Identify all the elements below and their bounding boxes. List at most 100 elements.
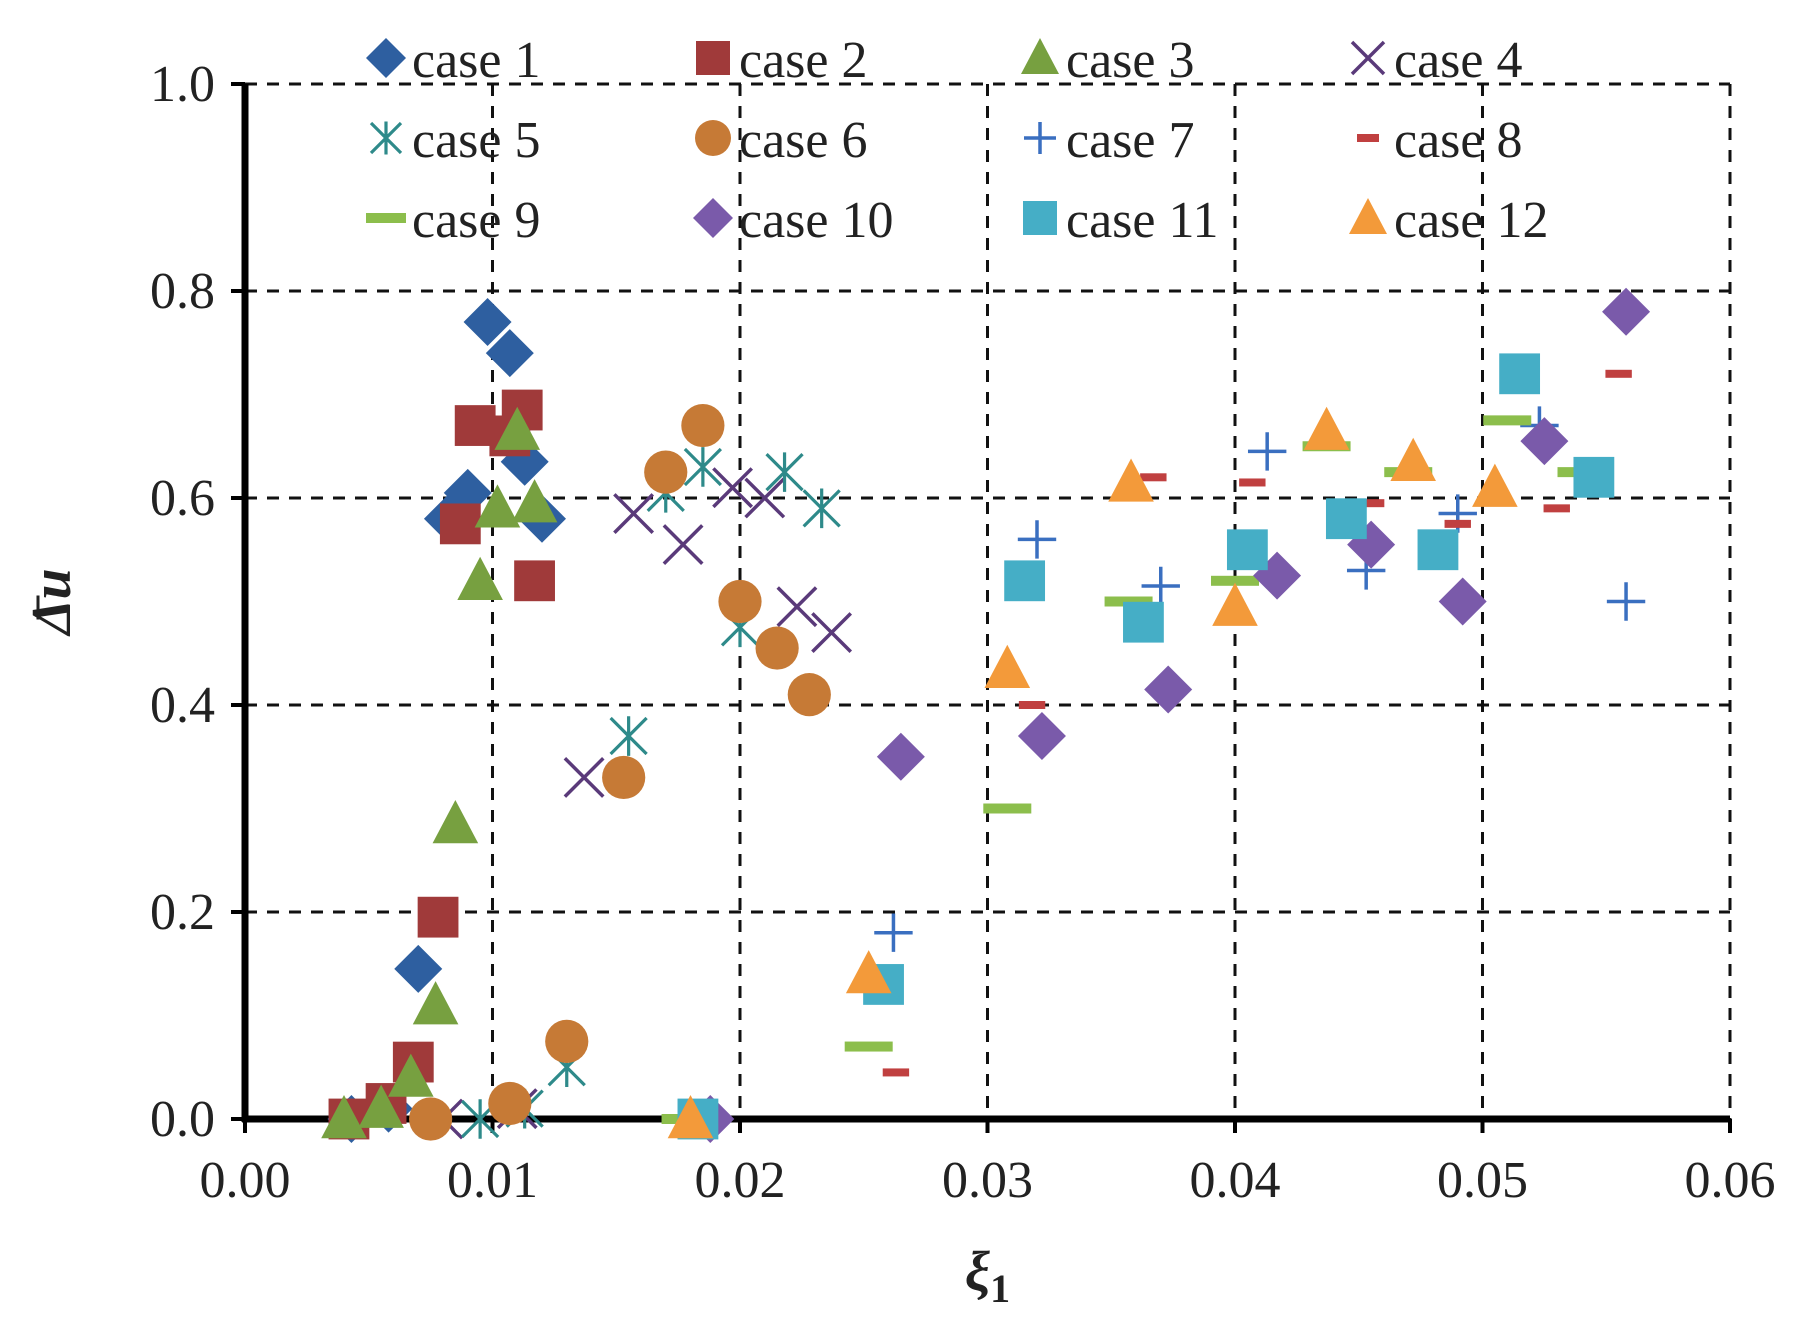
data-point xyxy=(1417,529,1459,571)
data-point xyxy=(613,493,655,534)
data-point xyxy=(882,1068,910,1077)
x-tick-label: 0.03 xyxy=(942,1152,1033,1209)
legend-item: case 12 xyxy=(1349,192,1548,249)
series-10 xyxy=(686,287,1651,1143)
data-point xyxy=(1606,582,1646,621)
data-point xyxy=(844,1041,893,1052)
data-point xyxy=(1239,478,1266,487)
legend: case 1 case 2 case 3 case 4 case 5 case 6 case… xyxy=(366,32,1548,249)
x-tick-label: 0.04 xyxy=(1190,1152,1281,1209)
y-tick-label: 1.0 xyxy=(150,56,215,113)
data-point xyxy=(1605,369,1632,378)
data-point xyxy=(1211,575,1259,586)
data-point xyxy=(845,950,892,994)
data-point xyxy=(755,626,799,670)
y-tick-label: 0.8 xyxy=(150,263,215,320)
legend-marker xyxy=(1024,122,1056,154)
data-point xyxy=(1303,406,1350,450)
data-point xyxy=(712,467,754,509)
x-tick-label: 0.05 xyxy=(1437,1152,1528,1209)
data-point xyxy=(1472,463,1518,507)
legend-item: case 3 xyxy=(1021,32,1194,89)
legend-label: case 9 xyxy=(412,192,540,249)
legend-item: case 8 xyxy=(1357,112,1522,169)
data-point xyxy=(511,479,558,523)
data-point xyxy=(1123,601,1164,643)
legend-marker xyxy=(696,41,730,75)
data-point xyxy=(1226,529,1268,571)
data-point xyxy=(457,556,503,600)
legend-item: case 4 xyxy=(1350,32,1522,89)
y-axis-title: Δu xyxy=(21,568,83,636)
data-point xyxy=(321,1095,367,1139)
data-point xyxy=(667,1095,714,1139)
y-tick-label: 0.2 xyxy=(150,884,215,941)
legend-item: case 7 xyxy=(1024,112,1194,169)
data-point xyxy=(1140,473,1167,482)
data-point xyxy=(474,484,521,528)
data-point xyxy=(802,488,841,529)
data-point xyxy=(1141,566,1180,606)
series-6 xyxy=(409,403,831,1141)
y-tick-labels: 0.0 0.2 0.4 0.6 0.8 1.0 xyxy=(150,56,215,1148)
data-point xyxy=(409,1097,453,1141)
data-point xyxy=(609,716,648,756)
legend-marker xyxy=(1349,198,1387,234)
y-tick-label: 0.6 xyxy=(150,470,215,527)
y-tick-label: 0.0 xyxy=(150,1091,215,1148)
data-point xyxy=(488,1081,532,1126)
legend-item: case 6 xyxy=(695,112,867,169)
data-point xyxy=(787,673,831,717)
legend-label: case 1 xyxy=(412,32,540,89)
data-point xyxy=(1390,437,1436,481)
y-tick-label: 0.4 xyxy=(150,677,215,734)
x-tick-label: 0.06 xyxy=(1685,1152,1776,1209)
data-point xyxy=(1212,582,1258,626)
legend-marker xyxy=(366,38,406,78)
series-3 xyxy=(321,406,558,1139)
series-4 xyxy=(422,467,853,1140)
data-point xyxy=(514,560,555,602)
data-point xyxy=(874,913,913,952)
data-point xyxy=(545,1019,589,1063)
data-point xyxy=(811,612,853,653)
legend-marker xyxy=(693,198,733,238)
legend-label: case 6 xyxy=(739,112,867,169)
data-point xyxy=(765,452,804,492)
legend-marker xyxy=(695,120,731,156)
data-point xyxy=(776,586,818,628)
data-point xyxy=(744,477,786,519)
data-point xyxy=(602,755,646,800)
data-point xyxy=(1444,519,1471,528)
data-point xyxy=(1357,499,1385,508)
data-point xyxy=(681,403,725,448)
data-point xyxy=(439,503,481,545)
legend-marker xyxy=(1357,134,1379,142)
legend-label: case 5 xyxy=(412,112,540,169)
legend-label: case 10 xyxy=(739,192,893,249)
legend-marker xyxy=(1023,201,1057,235)
series-11 xyxy=(677,353,1615,1140)
data-point xyxy=(1438,577,1487,626)
legend-marker xyxy=(369,121,403,155)
data-point xyxy=(1325,498,1367,540)
data-point xyxy=(394,944,443,993)
data-point xyxy=(358,1084,404,1128)
legend-label: case 12 xyxy=(1394,192,1548,249)
data-point xyxy=(1018,701,1046,709)
data-point xyxy=(984,644,1031,688)
x-tick-labels: 0.00 0.01 0.02 0.03 0.04 0.05 0.06 xyxy=(200,1152,1776,1209)
data-point xyxy=(563,757,605,798)
x-axis-title: ξ1 xyxy=(965,1241,1010,1311)
data-point xyxy=(1543,504,1570,513)
series-7 xyxy=(671,406,1646,1139)
legend-label: case 7 xyxy=(1066,112,1194,169)
data-point xyxy=(983,803,1032,814)
data-point xyxy=(644,450,688,494)
data-point xyxy=(485,329,534,378)
x-tick-label: 0.02 xyxy=(695,1152,786,1209)
legend-item: case 9 xyxy=(366,192,540,249)
legend-item: case 2 xyxy=(696,32,867,89)
legend-label: case 4 xyxy=(1394,32,1522,89)
